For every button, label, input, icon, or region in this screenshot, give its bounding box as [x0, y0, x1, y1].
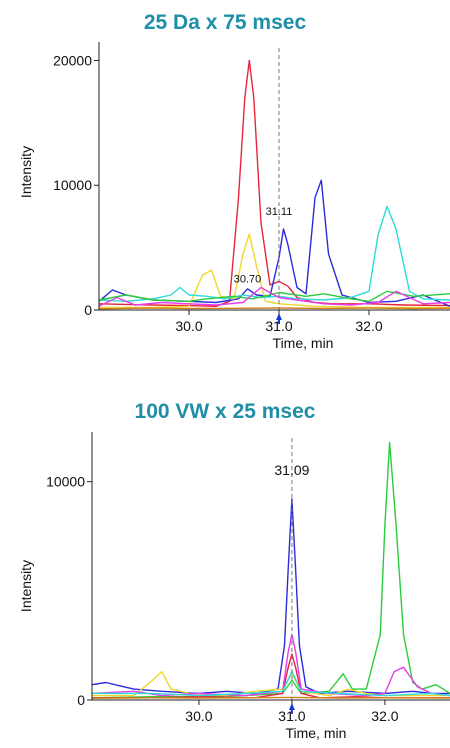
x-axis-label: Time, min: [273, 335, 334, 351]
series-line-1: [98, 179, 450, 307]
series-line-2: [92, 670, 450, 697]
x-axis-label: Time, min: [285, 725, 346, 741]
peak-annotation: 31.09: [274, 462, 309, 478]
chart-title-bottom: 100 VW x 25 msec: [134, 400, 316, 423]
series-line-6: [98, 307, 450, 310]
series-line-0: [98, 59, 450, 307]
series-line-3: [92, 653, 450, 699]
y-tick-label: 0: [84, 302, 92, 318]
peak-annotation: 31.11: [266, 206, 293, 218]
series-line-3: [98, 205, 450, 302]
y-tick-label: 10000: [46, 474, 85, 490]
peak-annotation: 30.70: [234, 274, 262, 286]
chart-bottom-svg: 0 10000 30.0 31.0 32.0 Time, min Intensity 31.0…: [18, 432, 450, 741]
y-axis-label: Intensity: [18, 146, 34, 198]
series-line-5: [98, 286, 450, 307]
series-line-1: [91, 441, 450, 699]
chart-title-top: 25 Da x 75 msec: [143, 11, 307, 34]
x-tick-label: 32.0: [355, 318, 382, 334]
series-line-4: [98, 290, 450, 302]
y-tick-label: 0: [77, 692, 85, 708]
series-line-4: [91, 633, 450, 697]
series-line-6: [91, 696, 450, 699]
chart-panel-top: 25 Da x 75 msec 0 10000 20000 30.0 31.0 32.0 T…: [0, 0, 450, 360]
y-tick-label: 20000: [53, 52, 92, 68]
x-tick-label: 30.0: [185, 708, 212, 724]
marker-arrow-icon: [288, 703, 295, 710]
x-tick-label: 32.0: [371, 708, 398, 724]
chart-panel-bottom: 100 VW x 25 msec 0 10000 30.0 31.0 32.0 Time,…: [0, 390, 450, 748]
marker-arrow-icon: [276, 313, 282, 320]
chart-top-svg: 0 10000 20000 30.0 31.0 32.0 Time, min Intensit…: [18, 42, 450, 351]
x-tick-label: 30.0: [175, 318, 202, 334]
y-tick-label: 10000: [53, 177, 92, 193]
series-line-0: [91, 498, 450, 695]
x-tick-label: 31.0: [265, 318, 292, 334]
y-axis-label: Intensity: [18, 560, 34, 612]
x-tick-label: 31.0: [278, 708, 305, 724]
